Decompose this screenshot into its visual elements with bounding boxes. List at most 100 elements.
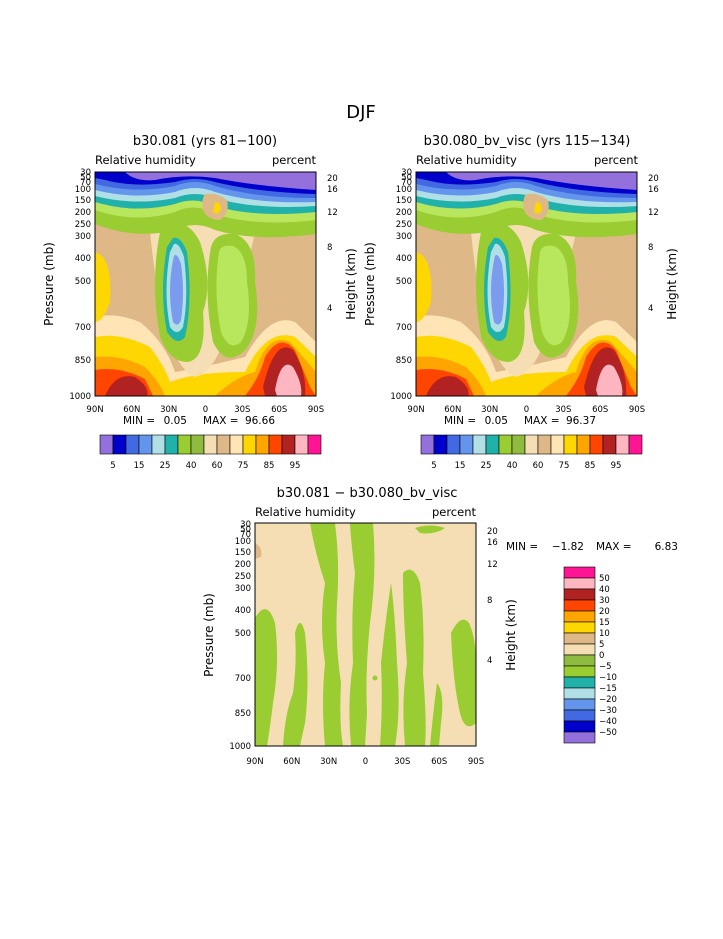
x-tick: 60S (592, 405, 608, 415)
y-tick: 30 (401, 168, 412, 178)
colorbar-label: 75 (238, 461, 249, 471)
panel-2-title: b30.080_bv_visc (yrs 115−134) (424, 134, 631, 149)
x-tick: 30N (481, 405, 498, 415)
panel-3-frame (254, 522, 477, 747)
panel-1-y2label: Height (km) (344, 248, 358, 319)
panel-2-units: percent (594, 153, 639, 167)
y2-tick: 12 (327, 208, 338, 218)
panel-2-y2-ticks: 4 8 12 16 20 (648, 174, 659, 314)
panel-1: b30.081 (yrs 81−100) Relative humidity p… (42, 134, 358, 471)
colorbar-label: 85 (264, 461, 275, 471)
colorbar-label: 60 (212, 461, 223, 471)
panel-3-band-g6 (403, 569, 426, 746)
panel-2-plot: 90N 60N 30N 0 30S 60S 90S 1000 850 700 5… (363, 168, 679, 427)
colorbar-swatch (628, 434, 643, 455)
colorbar-swatch (203, 434, 218, 455)
y2-tick: 4 (487, 656, 492, 666)
colorbar-swatch (472, 434, 487, 455)
colorbar-swatch (177, 434, 192, 455)
y2-tick: 12 (648, 208, 659, 218)
colorbar-label: −30 (599, 706, 617, 716)
panel-2-colorbar-boxes (420, 434, 643, 455)
colorbar-label: −15 (599, 684, 617, 694)
colorbar-swatch (563, 731, 596, 744)
y-tick: 150 (75, 196, 91, 206)
colorbar-swatch (576, 434, 591, 455)
colorbar-swatch (563, 654, 596, 667)
panel-1-y-ticks: 1000 850 700 500 400 300 250 200 150 100… (69, 168, 91, 402)
page-title: DJF (346, 102, 376, 123)
y-tick: 300 (75, 232, 91, 242)
colorbar-label: 85 (585, 461, 596, 471)
panel-3-colorbar-boxes (563, 566, 596, 744)
panel-3-y2-ticks: 4 8 12 16 20 (487, 527, 498, 666)
colorbar-swatch (589, 434, 604, 455)
colorbar-label: 15 (599, 618, 610, 628)
colorbar-swatch (151, 434, 166, 455)
panel-3-band-dot (372, 675, 378, 681)
panel-3-band-g5 (380, 583, 399, 746)
y-tick: 200 (235, 560, 251, 570)
colorbar-swatch (164, 434, 179, 455)
colorbar-label: 95 (290, 461, 301, 471)
y2-tick: 20 (327, 174, 338, 184)
panel-3-max-label: MAX = (596, 541, 632, 553)
colorbar-label: 25 (160, 461, 171, 471)
panel-1-band-strat-top (125, 172, 316, 190)
panel-3-band-tan (255, 543, 262, 559)
x-tick: 90S (308, 405, 324, 415)
x-tick: 30S (234, 405, 250, 415)
y-tick: 850 (75, 356, 91, 366)
x-tick: 30N (160, 405, 177, 415)
panel-3-title: b30.081 − b30.080_bv_visc (277, 486, 458, 501)
colorbar-swatch (563, 665, 596, 678)
panel-1-band-lime (216, 245, 249, 346)
y2-tick: 20 (487, 527, 498, 537)
y-tick: 250 (235, 572, 251, 582)
colorbar-swatch (498, 434, 513, 455)
colorbar-swatch (268, 434, 283, 455)
y-tick: 200 (75, 208, 91, 218)
colorbar-swatch (563, 610, 596, 623)
y-tick: 50 (80, 173, 91, 183)
colorbar-swatch (281, 434, 296, 455)
y-tick: 300 (396, 232, 412, 242)
panel-2-colorbar-labels: 5 15 25 40 60 75 85 95 (431, 461, 621, 471)
colorbar-swatch (112, 434, 127, 455)
panel-2-max-value: 96.37 (566, 415, 596, 427)
panel-1-x-ticks: 90N 60N 30N 0 30S 60S 90S (86, 405, 324, 415)
colorbar-label: 0 (599, 651, 604, 661)
colorbar-label: 95 (611, 461, 622, 471)
panel-1-colorbar-labels: 5 15 25 40 60 75 85 95 (110, 461, 300, 471)
y2-tick: 12 (487, 560, 498, 570)
y2-tick: 4 (648, 304, 653, 314)
panel-2-band-upper-lime (416, 200, 637, 223)
colorbar-swatch (602, 434, 617, 455)
y-tick: 30 (240, 520, 251, 530)
colorbar-swatch (563, 709, 596, 722)
panel-2-x-ticks: 90N 60N 30N 0 30S 60S 90S (407, 405, 645, 415)
panel-1-y2-ticks: 4 8 12 16 20 (327, 174, 338, 314)
panel-2-band-upper-green (416, 207, 637, 238)
x-tick: 60S (431, 757, 447, 767)
panel-1-frame (94, 171, 317, 397)
panel-1-title: b30.081 (yrs 81−100) (133, 134, 277, 149)
panel-3-colorbar: 50 40 30 20 15 10 5 0 −5 −10 −15 −20 −30… (563, 566, 617, 744)
x-tick: 0 (524, 405, 529, 415)
colorbar-swatch (307, 434, 322, 455)
panel-1-band-low6 (275, 364, 302, 396)
colorbar-swatch (524, 434, 539, 455)
y2-tick: 8 (648, 243, 653, 253)
panel-2-ylabel: Pressure (mb) (363, 242, 377, 326)
colorbar-swatch (216, 434, 231, 455)
y-tick: 150 (396, 196, 412, 206)
panel-1-max-label: MAX = (203, 415, 239, 427)
y-tick: 1000 (69, 392, 91, 402)
y-tick: 70 (240, 530, 251, 540)
y-tick: 400 (235, 606, 251, 616)
panel-1-colorbar: 5 15 25 40 60 75 85 95 (99, 434, 322, 471)
colorbar-swatch (563, 566, 596, 579)
colorbar-label: 10 (599, 629, 610, 639)
colorbar-swatch (125, 434, 140, 455)
panel-3-band-g3 (310, 523, 343, 746)
